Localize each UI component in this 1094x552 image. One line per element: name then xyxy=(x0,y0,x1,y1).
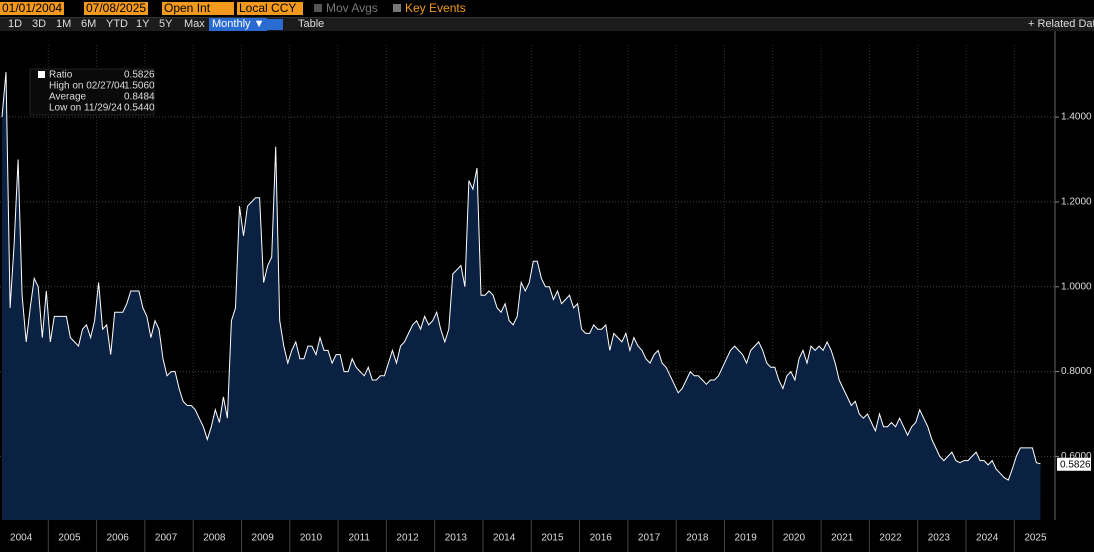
y-tick-label: 0.8000 xyxy=(1061,366,1092,377)
legend-name: Ratio xyxy=(49,70,73,81)
stat-value: 0.5440 xyxy=(124,103,155,114)
x-tick-label: 2025 xyxy=(1024,533,1047,544)
legend-swatch xyxy=(38,71,45,78)
x-tick-label: 2007 xyxy=(155,533,178,544)
x-tick-label: 2019 xyxy=(735,533,758,544)
x-tick-label: 2021 xyxy=(831,533,854,544)
x-tick-label: 2011 xyxy=(348,533,370,544)
last-value-box xyxy=(1057,457,1091,471)
end-date[interactable]: 07/08/2025 xyxy=(84,1,149,15)
x-tick-label: 2009 xyxy=(252,533,275,544)
table-button[interactable]: Table xyxy=(298,18,325,30)
x-tick-label: 2010 xyxy=(300,533,323,544)
x-tick-label: 2004 xyxy=(10,533,33,544)
start-date[interactable]: 01/01/2004 xyxy=(0,1,65,15)
period-button[interactable]: 1Y xyxy=(136,18,150,30)
x-tick-label: 2020 xyxy=(783,533,806,544)
area xyxy=(2,72,1041,520)
x-tick-label: 2013 xyxy=(445,533,468,544)
related-data[interactable]: + Related Data xyxy=(1028,18,1094,30)
line xyxy=(1,72,1041,481)
mov-avgs[interactable]: Mov Avgs xyxy=(326,1,378,15)
period-bar: 1D 3D 1M 6M YTD 1Y 5Y Max Monthly ▼ Table + Relate… xyxy=(0,18,1094,31)
period-button[interactable]: 3D xyxy=(32,18,47,30)
stat-label: Average xyxy=(49,92,87,103)
x-tick-label: 2006 xyxy=(107,533,130,544)
stat-value: 0.8484 xyxy=(124,92,155,103)
y-tick-label: 1.4000 xyxy=(1061,112,1092,123)
y-tick-label: 0.6000 xyxy=(1061,451,1092,462)
y-tick-label: 1.2000 xyxy=(1061,197,1092,208)
key-events-box[interactable]: Key Events xyxy=(393,2,466,15)
x-tick-label: 2024 xyxy=(976,533,999,544)
field[interactable]: Open Int xyxy=(162,2,234,15)
x-tick-label: 2022 xyxy=(879,533,902,544)
stat-value: 1.5060 xyxy=(124,81,155,92)
period-button[interactable]: 5Y xyxy=(159,18,173,30)
stat-label: Low on 11/29/24 xyxy=(49,103,123,114)
period-button[interactable]: 1M xyxy=(56,18,72,30)
chart: 0.6000 0.8000 1.0000 1.2000 1.4000 2004 2005 20… xyxy=(0,31,1092,552)
x-tick-label: 2017 xyxy=(638,533,661,544)
last-value-label: 0.5826 xyxy=(1060,459,1091,470)
key-events[interactable]: Key Events xyxy=(405,1,466,15)
period-button[interactable]: 6M xyxy=(81,18,97,30)
top-bar: 01/01/2004 07/08/2025 Open Int Local CCY… xyxy=(0,0,1094,18)
x-tick-label: 2015 xyxy=(541,533,564,544)
x-tick-label: 2008 xyxy=(203,533,226,544)
period-button[interactable]: 1D xyxy=(8,18,23,30)
chart-icon[interactable] xyxy=(267,19,283,30)
mov-avgs-box[interactable]: Mov Avgs xyxy=(314,2,378,15)
legend-box xyxy=(29,68,155,116)
x-tick-label: 2018 xyxy=(686,533,709,544)
x-tick-label: 2012 xyxy=(396,533,419,544)
period-button[interactable]: YTD xyxy=(106,18,128,30)
period-button[interactable]: Max xyxy=(184,18,205,30)
currency[interactable]: Local CCY xyxy=(237,2,303,15)
x-tick-label: 2023 xyxy=(928,533,951,544)
legend-value: 0.5826 xyxy=(124,70,155,81)
y-tick-label: 1.0000 xyxy=(1061,281,1092,292)
x-tick-label: 2005 xyxy=(58,533,81,544)
frequency[interactable]: Monthly ▼ xyxy=(209,18,268,31)
x-tick-label: 2016 xyxy=(590,533,613,544)
stat-label: High on 02/27/04 xyxy=(49,81,126,92)
x-tick-label: 2014 xyxy=(493,533,516,544)
